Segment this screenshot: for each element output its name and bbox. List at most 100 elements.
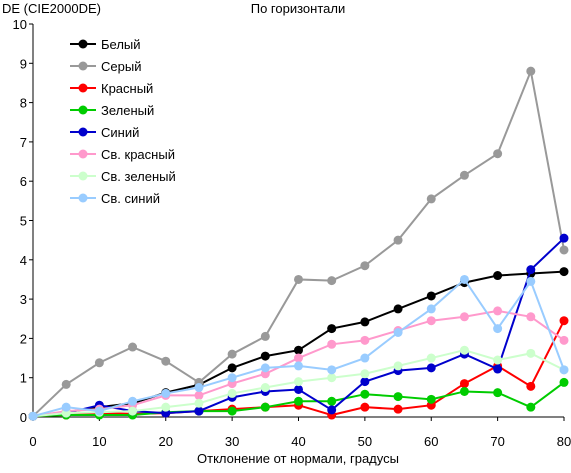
data-point <box>161 402 171 412</box>
data-point <box>459 345 469 355</box>
data-point <box>459 379 469 389</box>
data-point <box>493 364 503 374</box>
data-point <box>61 402 71 412</box>
data-point <box>559 316 569 326</box>
data-point <box>294 377 303 387</box>
data-point <box>559 245 569 255</box>
legend-marker <box>78 105 88 115</box>
data-point <box>360 389 370 399</box>
data-point <box>28 411 38 421</box>
y-tick-label: 7 <box>20 135 27 150</box>
data-point <box>526 66 536 76</box>
y-tick-label: 8 <box>20 96 27 111</box>
data-point <box>393 392 403 402</box>
legend-marker <box>78 39 88 49</box>
data-point <box>327 365 337 375</box>
y-tick-label: 6 <box>20 174 27 189</box>
y-axis-label: DE (CIE2000DE) <box>2 1 101 16</box>
y-tick-label: 0 <box>20 410 27 425</box>
data-point <box>260 383 270 393</box>
data-point <box>294 396 303 406</box>
data-point <box>227 406 237 416</box>
data-point <box>260 402 270 412</box>
legend-label: Серый <box>101 59 141 74</box>
data-point <box>426 353 436 363</box>
data-point <box>493 355 503 365</box>
data-point <box>393 404 403 414</box>
data-point <box>360 377 370 387</box>
data-point <box>128 342 138 352</box>
data-point <box>227 349 237 359</box>
x-tick-label: 20 <box>159 434 173 449</box>
data-point <box>426 394 436 404</box>
x-tick-label: 10 <box>92 434 106 449</box>
data-point <box>393 235 403 245</box>
legend-label: Св. синий <box>101 191 160 206</box>
data-point <box>194 398 204 408</box>
data-point <box>161 388 171 398</box>
x-tick-label: 60 <box>424 434 438 449</box>
x-tick-label: 40 <box>291 434 305 449</box>
data-point <box>360 261 370 271</box>
data-point <box>294 361 303 371</box>
y-tick-label: 1 <box>20 371 27 386</box>
data-point <box>294 274 303 284</box>
data-point <box>426 304 436 314</box>
y-tick-label: 4 <box>20 253 27 268</box>
data-point <box>161 356 171 366</box>
y-tick-label: 9 <box>20 56 27 71</box>
data-point <box>426 316 436 326</box>
data-point <box>94 406 104 416</box>
data-point <box>94 358 104 368</box>
data-point <box>559 335 569 345</box>
data-point <box>360 317 370 327</box>
data-point <box>493 388 503 398</box>
x-tick-label: 30 <box>225 434 239 449</box>
data-point <box>459 274 469 284</box>
data-point <box>393 361 403 371</box>
x-tick-label: 0 <box>29 434 36 449</box>
series-line <box>32 270 565 418</box>
x-tick-label: 50 <box>358 434 372 449</box>
legend-label: Синий <box>101 125 139 140</box>
data-point <box>327 339 337 349</box>
legend-marker <box>78 127 88 137</box>
data-point <box>194 390 204 400</box>
data-point <box>260 351 270 361</box>
data-point <box>360 353 370 363</box>
data-point <box>526 265 536 275</box>
x-tick-label: 70 <box>490 434 504 449</box>
data-point <box>459 386 469 396</box>
data-point <box>61 379 71 389</box>
plot-area <box>28 66 569 421</box>
data-point <box>559 233 569 243</box>
data-point <box>327 324 337 334</box>
data-point <box>360 369 370 379</box>
data-point <box>294 384 303 394</box>
data-point <box>260 363 270 373</box>
data-point <box>559 267 569 277</box>
data-point <box>459 312 469 322</box>
data-point <box>559 377 569 387</box>
legend-marker <box>78 61 88 71</box>
data-point <box>294 345 303 355</box>
y-tick-label: 5 <box>20 214 27 229</box>
data-point <box>128 396 138 406</box>
legend-label: Св. красный <box>101 147 175 162</box>
y-tick-label: 3 <box>20 292 27 307</box>
legend-marker <box>78 193 88 203</box>
data-point <box>393 328 403 338</box>
data-point <box>260 331 270 341</box>
data-point <box>327 276 337 286</box>
data-point <box>493 149 503 159</box>
legend-label: Зеленый <box>101 103 154 118</box>
data-point <box>526 402 536 412</box>
data-point <box>227 373 237 383</box>
data-point <box>493 324 503 334</box>
data-point <box>128 406 138 416</box>
data-point <box>327 405 337 415</box>
data-point <box>526 381 536 391</box>
y-tick-label: 2 <box>20 331 27 346</box>
data-point <box>327 373 337 383</box>
